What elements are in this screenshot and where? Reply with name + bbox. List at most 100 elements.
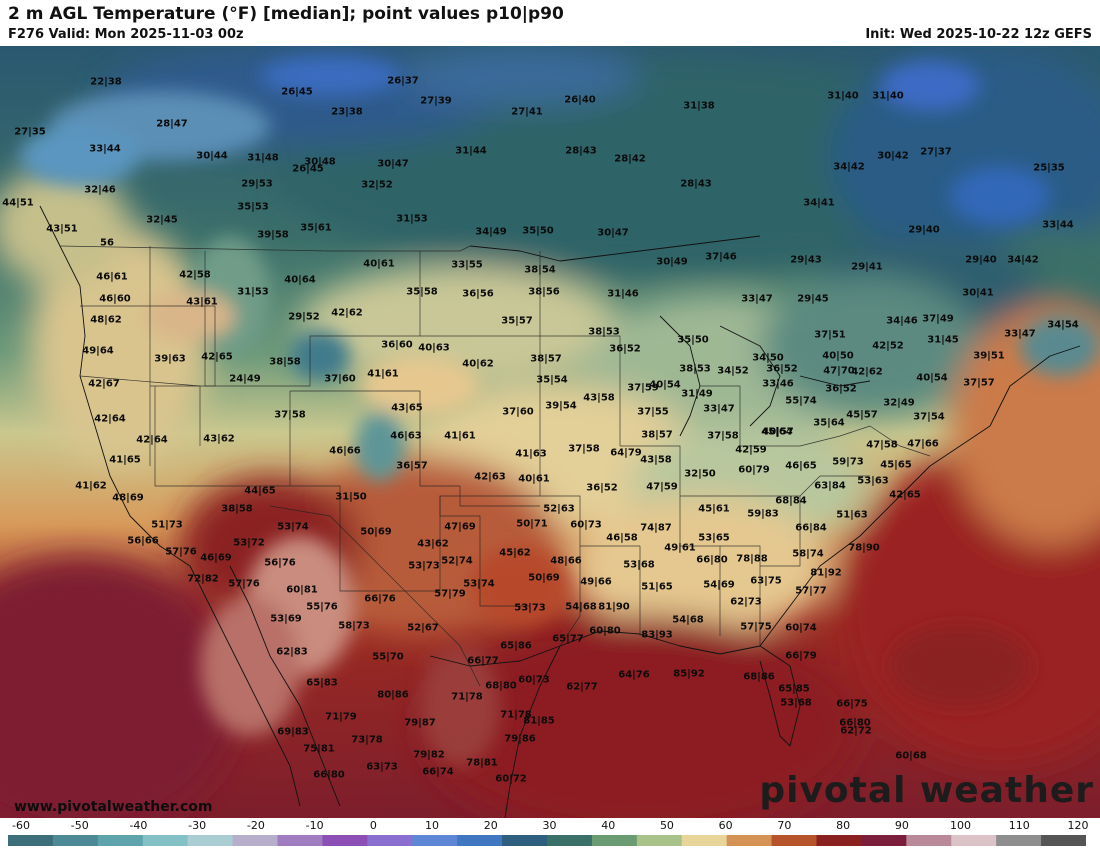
point-value-label: 30|49 bbox=[656, 256, 688, 268]
point-value-label: 56 bbox=[100, 237, 114, 249]
point-value-label: 66|80 bbox=[313, 769, 345, 781]
point-value-label: 42|64 bbox=[136, 434, 168, 446]
colorbar-tick-label: 50 bbox=[659, 819, 674, 832]
point-value-label: 81|85 bbox=[523, 715, 555, 727]
point-value-label: 55|74 bbox=[785, 395, 817, 407]
colorbar-tick-labels: -60 -50 -40 -30 -20 -10 0 10 20 30 40 50 60 70 80 90 100… bbox=[0, 819, 1100, 833]
point-value-label: 54|68 bbox=[565, 601, 597, 613]
point-value-label: 71|78 bbox=[500, 709, 532, 721]
point-value-label: 34|42 bbox=[1007, 254, 1039, 266]
colorbar-tick-label: -20 bbox=[246, 819, 265, 832]
point-value-label: 42|63 bbox=[474, 471, 506, 483]
colorbar-segment bbox=[1041, 835, 1086, 846]
point-value-label: 80|86 bbox=[377, 689, 409, 701]
point-value-label: 37|59 bbox=[627, 382, 659, 394]
watermark-url[interactable]: www.pivotalweather.com bbox=[14, 799, 213, 815]
point-value-label: 31|46 bbox=[607, 288, 639, 300]
point-value-label: 31|48 bbox=[247, 152, 279, 164]
colorbar-tick-label: 60 bbox=[718, 819, 733, 832]
point-value-label: 53|69 bbox=[270, 613, 302, 625]
point-value-label: 34|50 bbox=[752, 352, 784, 364]
point-value-label: 63|73 bbox=[366, 761, 398, 773]
colorbar-segment bbox=[187, 835, 234, 846]
colorbar-segment bbox=[97, 835, 144, 846]
point-value-label: 31|38 bbox=[683, 100, 715, 112]
point-value-label: 34|41 bbox=[803, 197, 835, 209]
point-value-label: 57|76 bbox=[165, 546, 197, 558]
point-value-label: 53|74 bbox=[463, 578, 495, 590]
point-value-label: 68|80 bbox=[485, 680, 517, 692]
point-value-label: 40|54 bbox=[916, 372, 948, 384]
point-value-label: 32|50 bbox=[684, 468, 716, 480]
point-value-label: 37|55 bbox=[637, 406, 669, 418]
map-title: 2 m AGL Temperature (°F) [median]; point… bbox=[8, 4, 564, 24]
point-value-label: 50|69 bbox=[360, 526, 392, 538]
point-value-label: 43|58 bbox=[640, 454, 672, 466]
point-value-label: 58|73 bbox=[338, 620, 370, 632]
valid-time: F276 Valid: Mon 2025-11-03 00z bbox=[8, 27, 244, 42]
point-value-label: 39|54 bbox=[545, 400, 577, 412]
point-value-label: 52|67 bbox=[407, 622, 439, 634]
point-value-label: 37|60 bbox=[324, 373, 356, 385]
point-value-label: 51|63 bbox=[836, 509, 868, 521]
point-value-label: 63|84 bbox=[814, 480, 846, 492]
point-value-label: 40|62 bbox=[462, 358, 494, 370]
point-value-label: 43|61 bbox=[186, 296, 218, 308]
point-value-label: 54|69 bbox=[703, 579, 735, 591]
colorbar-segment bbox=[502, 835, 548, 846]
point-value-label: 42|65 bbox=[201, 351, 233, 363]
point-value-label: 81|92 bbox=[810, 567, 842, 579]
colorbar-segment bbox=[277, 835, 324, 846]
point-value-label: 57|76 bbox=[228, 578, 260, 590]
colorbar-segment bbox=[591, 835, 638, 846]
colorbar-tick-label: 80 bbox=[836, 819, 851, 832]
point-value-label: 46|63 bbox=[390, 430, 422, 442]
point-value-label: 30|42 bbox=[877, 150, 909, 162]
point-value-label: 33|44 bbox=[89, 143, 121, 155]
point-value-label: 26|45 bbox=[292, 163, 324, 175]
colorbar-segment bbox=[8, 835, 54, 846]
point-value-label: 38|53 bbox=[679, 363, 711, 375]
point-value-label: 49|61 bbox=[664, 542, 696, 554]
point-value-label: 36|56 bbox=[462, 288, 494, 300]
point-value-label: 28|47 bbox=[156, 118, 188, 130]
point-value-label: 30|44 bbox=[196, 150, 228, 162]
point-value-label: 45|57 bbox=[846, 409, 878, 421]
colorbar-segment bbox=[996, 835, 1042, 846]
point-value-label: 48|66 bbox=[550, 555, 582, 567]
colorbar-strip bbox=[8, 835, 1086, 846]
point-value-label: 47|59 bbox=[646, 481, 678, 493]
point-value-label: 37|54 bbox=[913, 411, 945, 423]
point-value-label: 37|58 bbox=[707, 430, 739, 442]
point-value-label: 60|73 bbox=[570, 519, 602, 531]
colorbar-tick-label: -30 bbox=[188, 819, 207, 832]
point-value-label: 62|77 bbox=[566, 681, 598, 693]
point-value-label: 66|76 bbox=[364, 593, 396, 605]
point-value-label: 29|40 bbox=[965, 254, 997, 266]
colorbar-tick-label: 70 bbox=[777, 819, 792, 832]
point-value-label: 37|58 bbox=[568, 443, 600, 455]
point-value-label: 78|88 bbox=[736, 553, 768, 565]
point-value-label: 66|79 bbox=[785, 650, 817, 662]
point-value-label: 53|73 bbox=[408, 560, 440, 572]
point-value-label: 46|58 bbox=[606, 532, 638, 544]
point-value-label: 31|44 bbox=[455, 145, 487, 157]
point-value-label: 64|79 bbox=[610, 447, 642, 459]
point-value-label: 68|86 bbox=[743, 671, 775, 683]
point-value-label: 32|49 bbox=[883, 397, 915, 409]
point-value-label: 47|69 bbox=[444, 521, 476, 533]
point-value-label: 33|46 bbox=[762, 378, 794, 390]
point-value-label: 35|61 bbox=[300, 222, 332, 234]
colorbar-tick-label: 90 bbox=[894, 819, 909, 832]
colorbar-tick-label: 110 bbox=[1008, 819, 1030, 832]
colorbar: -60 -50 -40 -30 -20 -10 0 10 20 30 40 50 60 70 80 90 100… bbox=[0, 818, 1100, 850]
init-time: Init: Wed 2025-10-22 12z GEFS bbox=[865, 27, 1092, 42]
point-value-label: 66|74 bbox=[422, 766, 454, 778]
point-value-label: 40|57 bbox=[762, 426, 794, 438]
colorbar-segment bbox=[726, 835, 773, 846]
temperature-map[interactable]: 22|38 26|45 26|37 27|39 26|40 31|38 31|40 31|40… bbox=[0, 46, 1100, 818]
point-value-label: 45|61 bbox=[698, 503, 730, 515]
temperature-field bbox=[0, 46, 1100, 818]
point-value-label: 24|49 bbox=[229, 373, 261, 385]
colorbar-segment bbox=[636, 835, 683, 846]
